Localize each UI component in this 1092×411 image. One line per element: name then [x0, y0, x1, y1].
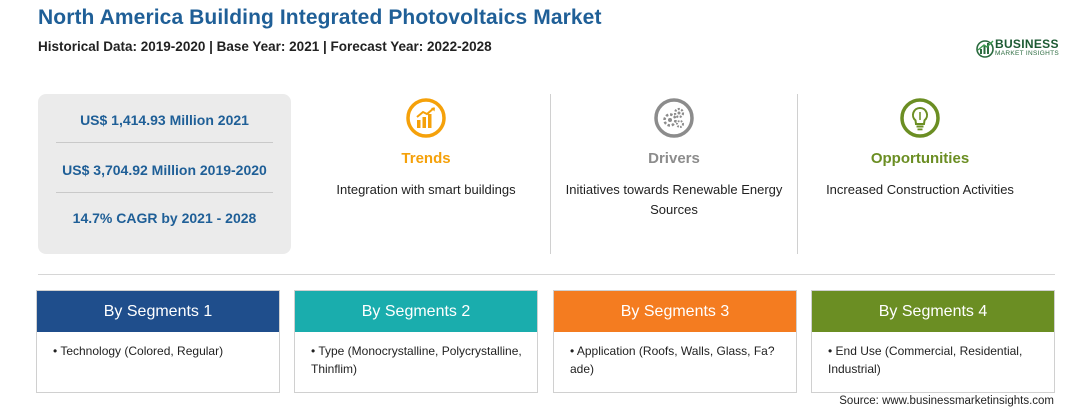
- segment-3-title: By Segments 3: [554, 291, 796, 332]
- segment-card-3: By Segments 3 • Application (Roofs, Wall…: [553, 290, 797, 393]
- gears-icon: [654, 98, 694, 138]
- logo-globe-icon: [976, 40, 994, 58]
- drivers-title: Drivers: [648, 150, 700, 167]
- segment-1-items: • Technology (Colored, Regular): [53, 344, 224, 358]
- logo-text-market-insights: MARKET INSIGHTS: [995, 50, 1059, 57]
- page-subtitle: Historical Data: 2019-2020 | Base Year: …: [38, 39, 492, 54]
- opportunities-card: Opportunities Increased Construction Act…: [800, 94, 1040, 254]
- market-stats-panel: US$ 1,414.93 Million 2021 US$ 3,704.92 M…: [38, 94, 291, 254]
- segment-1-title: By Segments 1: [37, 291, 279, 332]
- stat-cagr: 14.7% CAGR by 2021 - 2028: [72, 210, 257, 226]
- stat-divider: [56, 142, 273, 143]
- segment-2-item: Type (Monocrystalline, Polycrystalline, …: [311, 344, 522, 376]
- drivers-description: Initiatives towards Renewable Energy Sou…: [565, 182, 783, 217]
- segment-4-title: By Segments 4: [812, 291, 1054, 332]
- chart-trend-icon: [406, 98, 446, 138]
- trends-title: Trends: [401, 150, 451, 167]
- opportunities-description: Increased Construction Activities: [826, 182, 1014, 197]
- segment-card-4: By Segments 4 • End Use (Commercial, Res…: [811, 290, 1055, 393]
- stat-market-size-historical: US$ 3,704.92 Million 2019-2020: [62, 162, 267, 178]
- segment-card-1: By Segments 1 • Technology (Colored, Reg…: [36, 290, 280, 393]
- source-credit: Source: www.businessmarketinsights.com: [839, 395, 1054, 407]
- trends-card: Trends Integration with smart buildings: [306, 94, 546, 254]
- trends-description: Integration with smart buildings: [336, 182, 516, 197]
- segment-2-items: • Type (Monocrystalline, Polycrystalline…: [311, 344, 522, 376]
- segment-1-item: Technology (Colored, Regular): [60, 344, 224, 358]
- section-divider: [38, 274, 1055, 275]
- segment-2-title: By Segments 2: [295, 291, 537, 332]
- stat-market-size-2021: US$ 1,414.93 Million 2021: [80, 112, 249, 128]
- segment-4-item: End Use (Commercial, Residential, Indust…: [828, 344, 1023, 376]
- card-divider: [550, 94, 551, 254]
- segment-3-item: Application (Roofs, Walls, Glass, Fa?ade…: [570, 344, 775, 376]
- drivers-card: Drivers Initiatives towards Renewable En…: [554, 94, 794, 254]
- opportunities-title: Opportunities: [870, 150, 970, 167]
- segment-4-items: • End Use (Commercial, Residential, Indu…: [828, 344, 1023, 376]
- segment-3-items: • Application (Roofs, Walls, Glass, Fa?a…: [570, 344, 775, 376]
- business-market-insights-logo[interactable]: BUSINESS MARKET INSIGHTS: [975, 36, 1070, 62]
- stat-divider: [56, 192, 273, 193]
- logo-text-business: BUSINESS: [995, 37, 1059, 51]
- card-divider: [797, 94, 798, 254]
- page-title: North America Building Integrated Photov…: [38, 6, 602, 29]
- lightbulb-icon: [900, 98, 940, 138]
- segment-card-2: By Segments 2 • Type (Monocrystalline, P…: [294, 290, 538, 393]
